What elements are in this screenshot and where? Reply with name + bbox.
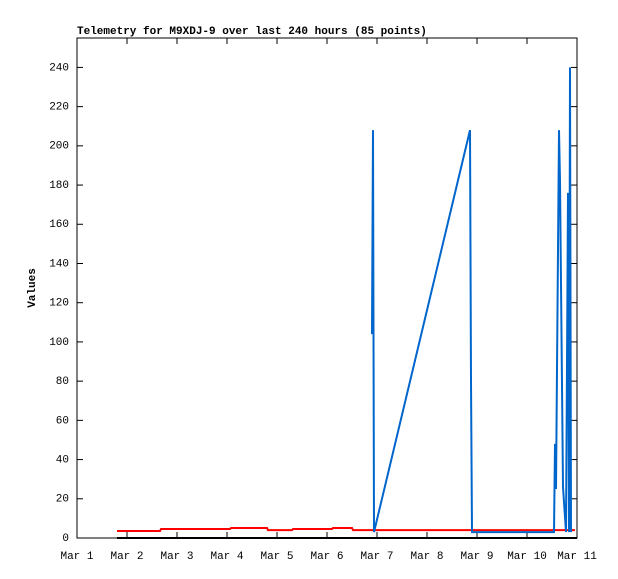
y-tick-label: 220	[49, 102, 69, 114]
y-tick-label: 240	[49, 62, 69, 74]
x-tick-label: Mar 10	[507, 551, 547, 563]
x-tick-label: Mar 1	[60, 551, 93, 563]
y-tick-label: 180	[49, 180, 69, 192]
x-tick-label: Mar 6	[310, 551, 343, 563]
x-tick-label: Mar 2	[110, 551, 143, 563]
y-tick-label: 140	[49, 258, 69, 270]
y-axis-label: Values	[27, 268, 39, 308]
y-tick-label: 0	[62, 533, 69, 545]
x-tick-label: Mar 3	[160, 551, 193, 563]
x-tick-label: Mar 8	[410, 551, 443, 563]
y-tick-label: 160	[49, 219, 69, 231]
x-tick-label: Mar 7	[360, 551, 393, 563]
series-line	[117, 527, 575, 532]
y-tick-label: 100	[49, 337, 69, 349]
y-tick-label: 120	[49, 298, 69, 310]
series-line	[371, 67, 572, 534]
y-tick-label: 80	[56, 376, 69, 388]
chart-title: Telemetry for M9XDJ-9 over last 240 hour…	[77, 26, 427, 38]
y-tick-label: 40	[56, 454, 69, 466]
x-tick-label: Mar 11	[557, 551, 597, 563]
y-tick-label: 60	[56, 415, 69, 427]
x-tick-label: Mar 5	[260, 551, 293, 563]
x-tick-label: Mar 9	[460, 551, 493, 563]
x-tick-label: Mar 4	[210, 551, 243, 563]
y-tick-label: 20	[56, 494, 69, 506]
y-tick-label: 200	[49, 141, 69, 153]
